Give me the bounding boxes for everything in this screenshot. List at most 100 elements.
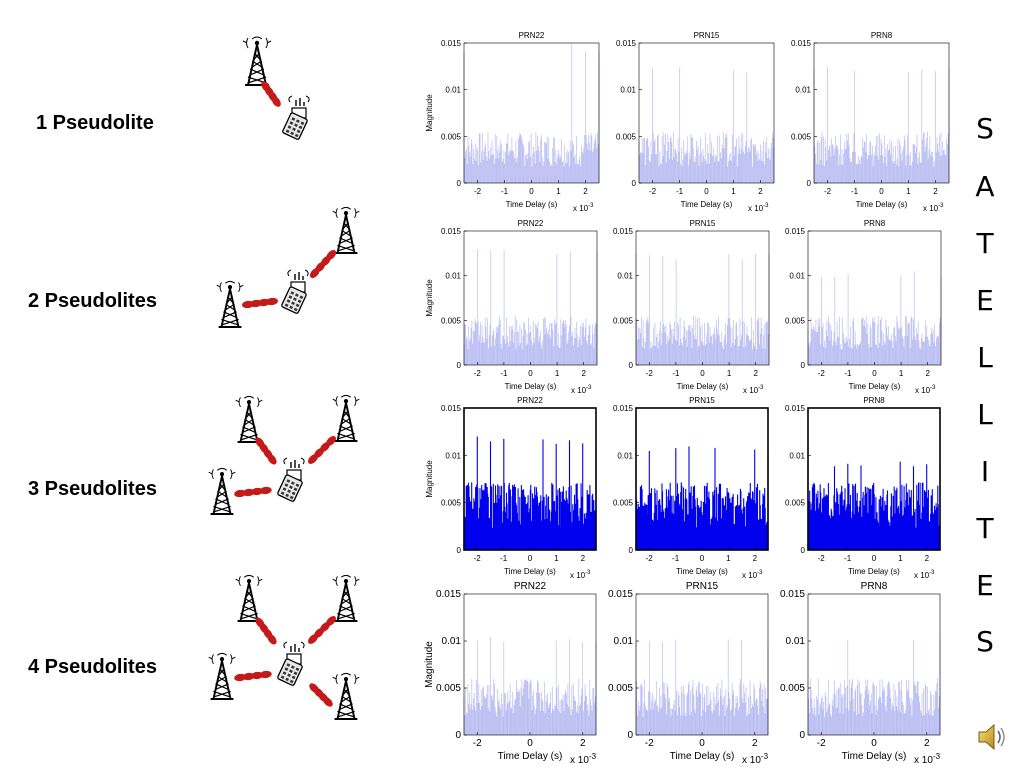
x-tick-label: -2 [646,369,654,378]
satellites-letter: L [977,398,993,431]
x-tick-label: 0 [527,738,533,749]
series-line [813,67,950,183]
signal-link [271,96,281,107]
y-tick-label: 0.015 [441,227,462,236]
y-tick-label: 0.015 [441,404,462,413]
y-tick-label: 0 [632,179,637,188]
signal-link [309,267,320,279]
x-tick-label: 2 [758,187,763,196]
y-tick-label: 0.01 [620,86,636,95]
series-line [807,271,942,365]
plot-title: PRN22 [517,396,543,405]
tower-icon [332,394,360,442]
y-tick-label: 0.01 [789,451,805,460]
x-tick-label: 0 [871,738,877,749]
x-tick-label: 0 [704,187,709,196]
signal-link [267,453,277,465]
x-tick-label: -2 [646,554,654,563]
x-tick-label: -2 [473,738,482,749]
x-tick-label: 0 [700,369,705,378]
y-tick-label: 0.005 [613,499,634,508]
signal-link [308,454,318,464]
y-tick-label: 0.015 [613,404,634,413]
handset-receiver-icon [281,269,309,314]
correlation-plot-prn8: 0 0.005 0.01 0.015 -2 -1 0 1 2 PRN8 Time Delay (s)… [785,219,942,395]
satellites-letter: T [976,512,994,545]
y-tick-label: 0.005 [791,132,812,141]
x-tick-label: 1 [899,369,904,378]
speaker-icon[interactable] [976,720,1010,759]
y-tick-label: 0 [457,361,462,370]
satellites-letter: S [976,625,994,658]
satellites-letter: S [976,112,994,145]
y-tick-label: 0 [801,361,806,370]
tower-icon [208,652,236,700]
row-label-3-pseudolites: 3 Pseudolites [28,478,157,500]
x-exponent-label: x 10-3 [570,570,591,580]
pseudolite-scenes [208,36,360,720]
satellites-letter: A [975,170,995,203]
tower-icon [332,206,360,254]
plot-title: PRN15 [686,581,719,592]
correlation-plot-prn22: 0 0.005 0.01 0.015 -2 -1 0 1 2 PRN22 Time Delay (s… [425,396,597,580]
correlation-plot-prn8: 0 0.005 0.01 0.015 -2 -1 0 1 2 PRN8 Time Delay (s)… [785,396,941,580]
correlation-plot-prn22: 0 0.005 0.01 0.015 -2 -1 0 1 2 PRN22 Time Delay (s… [425,31,600,213]
y-tick-label: 0.015 [780,589,805,600]
x-axis-label: Time Delay (s) [498,751,563,762]
x-tick-label: 0 [529,187,534,196]
y-axis-label: Magnitude [424,641,435,688]
y-tick-label: 0 [629,361,634,370]
tower-icon [216,280,244,328]
x-tick-label: 2 [581,554,586,563]
x-axis-label: Time Delay (s) [677,382,729,391]
signal-link [308,634,318,644]
satellites-letter: E [976,284,994,317]
satellites-letter: T [976,227,994,260]
y-tick-label: 0.005 [436,683,461,694]
x-tick-label: -2 [649,187,657,196]
plot-title: PRN15 [690,219,716,228]
x-tick-label: 1 [731,187,736,196]
x-tick-label: 1 [556,187,561,196]
series-line [635,639,769,735]
x-tick-label: 0 [528,369,533,378]
y-tick-label: 0.01 [795,86,811,95]
x-exponent-label: x 10-3 [742,570,763,580]
x-tick-label: 1 [906,187,911,196]
y-axis-label: Magnitude [425,94,434,132]
correlation-plot-prn15: 0 0.005 0.01 0.015 -2 -1 0 1 2 PRN15 Time Delay (s… [616,31,775,213]
y-tick-label: 0.01 [617,451,633,460]
correlation-plot-prn15: 0 0.005 0.01 0.015 -2 -1 0 1 2 PRN15 Time Delay (s… [613,396,769,580]
correlation-plot-prn22: 0 0.005 0.01 0.015 -2 -1 0 1 2 PRN22 Time Delay (s… [425,219,598,395]
x-tick-label: -2 [645,738,654,749]
x-tick-label: -1 [501,187,509,196]
x-exponent-label: x 10-3 [914,752,941,766]
y-tick-label: 0 [455,730,461,741]
y-tick-label: 0.01 [789,272,805,281]
tower-icon [235,395,263,443]
series-line [638,67,775,183]
y-tick-label: 0.01 [617,272,633,281]
tower-icon [208,467,236,515]
x-exponent-label: x 10-3 [915,385,936,395]
series-line [463,436,597,550]
x-tick-label: 2 [925,369,930,378]
x-tick-label: 2 [933,187,938,196]
x-tick-label: 0 [699,738,705,749]
y-tick-label: 0 [801,546,806,555]
x-axis-label: Time Delay (s) [849,382,901,391]
plot-title: PRN15 [689,396,715,405]
x-tick-label: -2 [474,554,482,563]
x-tick-label: -1 [851,187,859,196]
signal-link [266,297,278,306]
y-tick-label: 0.015 [436,589,461,600]
y-tick-label: 0.005 [785,499,806,508]
y-tick-label: 0.01 [445,86,461,95]
y-tick-label: 0 [457,179,462,188]
x-tick-label: 1 [555,369,560,378]
correlation-plot-prn8: 0 0.005 0.01 0.015 -2 0 2 PRN8 Time Delay (s) x 1… [780,581,941,766]
row-label-1-pseudolite: 1 Pseudolite [36,112,154,134]
y-tick-label: 0.005 [608,683,633,694]
x-axis-label: Time Delay (s) [506,200,558,209]
tower-icon [332,574,360,622]
